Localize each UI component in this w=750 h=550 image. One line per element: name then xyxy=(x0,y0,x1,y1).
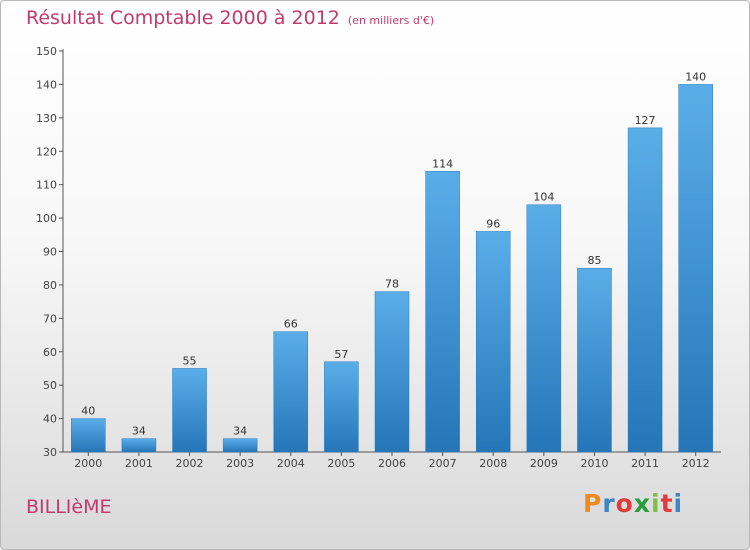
x-tick-label-2011: 2011 xyxy=(631,457,659,470)
value-label-2011: 127 xyxy=(635,114,656,127)
y-tick-label: 120 xyxy=(36,145,57,158)
bar-2000 xyxy=(71,418,106,453)
y-tick-label: 140 xyxy=(36,78,57,91)
x-tick-label-2004: 2004 xyxy=(277,457,305,470)
bar-2008 xyxy=(475,231,511,453)
value-label-2006: 78 xyxy=(385,278,399,291)
bar-2002 xyxy=(172,368,207,453)
y-tick-label: 80 xyxy=(43,279,57,292)
bar-2011 xyxy=(627,127,663,453)
y-tick-label: 60 xyxy=(43,346,57,359)
x-tick-label-2010: 2010 xyxy=(580,457,608,470)
bar-2007 xyxy=(425,171,460,453)
x-tick-label-2008: 2008 xyxy=(479,457,507,470)
x-tick-label-2007: 2007 xyxy=(429,457,457,470)
chart-subtitle: (en milliers d'€) xyxy=(347,14,435,27)
bar-2001 xyxy=(121,438,157,453)
y-tick-label: 90 xyxy=(43,246,57,259)
bar-2005 xyxy=(324,361,359,453)
y-tick-label: 130 xyxy=(36,112,57,125)
value-label-2008: 96 xyxy=(486,217,500,230)
x-tick-label-2005: 2005 xyxy=(327,457,355,470)
value-label-2005: 57 xyxy=(334,348,348,361)
y-tick-label: 100 xyxy=(36,212,57,225)
bar-2010 xyxy=(577,267,612,453)
y-tick-label: 70 xyxy=(43,312,57,325)
x-tick-label-2000: 2000 xyxy=(74,457,102,470)
x-tick-label-2009: 2009 xyxy=(530,457,558,470)
value-label-2004: 66 xyxy=(284,318,298,331)
x-tick-label-2002: 2002 xyxy=(176,457,204,470)
x-tick-label-2006: 2006 xyxy=(378,457,406,470)
bar-2003 xyxy=(222,438,258,453)
chart-title: Résultat Comptable 2000 à 2012 (en millie… xyxy=(26,7,434,29)
y-tick-label: 150 xyxy=(36,45,57,58)
bar-2006 xyxy=(374,291,410,453)
brand-letter: i xyxy=(673,489,684,518)
y-tick-label: 110 xyxy=(36,179,57,192)
value-label-2012: 140 xyxy=(685,70,706,83)
bar-2009 xyxy=(526,204,562,453)
brand-letter: r xyxy=(602,489,616,518)
title-text: Résultat Comptable 2000 à 2012 xyxy=(26,7,340,29)
y-tick-label: 30 xyxy=(43,446,57,459)
x-tick-label-2003: 2003 xyxy=(226,457,254,470)
value-label-2001: 34 xyxy=(132,425,146,438)
x-tick-label-2012: 2012 xyxy=(682,457,710,470)
y-tick-label: 40 xyxy=(43,413,57,426)
value-label-2007: 114 xyxy=(432,157,453,170)
value-label-2003: 34 xyxy=(233,425,247,438)
y-tick-label: 50 xyxy=(43,379,57,392)
brand-letter: i xyxy=(651,489,661,518)
value-label-2010: 85 xyxy=(587,254,601,267)
proxiti-logo: Proxiti xyxy=(583,489,683,518)
town-name: BILLIèME xyxy=(26,496,112,518)
brand-letter: P xyxy=(583,489,603,518)
value-label-2002: 55 xyxy=(183,354,197,367)
value-label-2009: 104 xyxy=(533,191,554,204)
brand-letter: t xyxy=(660,489,674,518)
x-tick-label-2001: 2001 xyxy=(125,457,153,470)
value-label-2000: 40 xyxy=(81,405,95,418)
brand-letter: x xyxy=(633,489,651,518)
bar-2012 xyxy=(678,84,713,453)
bar-2004 xyxy=(273,331,309,453)
bars-group: 40 34 55 34 66 57 78 114 96 104 85 127 140 xyxy=(71,70,713,453)
brand-letter: o xyxy=(615,489,634,518)
